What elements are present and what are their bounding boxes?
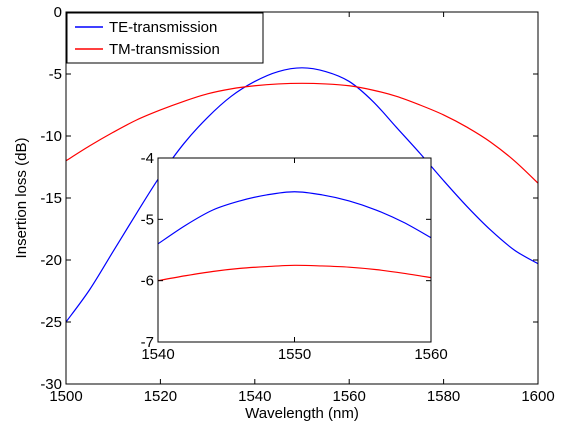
main-y-tick-label-5: -5 (49, 66, 62, 83)
legend-entry-1: TE-transmission (109, 19, 217, 36)
inset-series-line-1 (157, 191, 432, 245)
legend-entry-2: TM-transmission (109, 41, 220, 58)
inset-chart: 1540 1550 1560 -7 -6 -5 -4 (141, 150, 448, 363)
main-x-tick-label-2: 1540 (238, 388, 271, 405)
main-y-tick-label-3: -15 (40, 190, 62, 207)
inset-y-tick-label-3: -4 (141, 150, 154, 167)
main-y-tick-label-0: -30 (40, 376, 62, 393)
main-y-tick-label-4: -10 (40, 128, 62, 145)
main-y-tick-label-2: -20 (40, 252, 62, 269)
inset-series-line-2 (157, 264, 432, 282)
main-series-line-1 (65, 67, 539, 323)
inset-x-tick-label-1: 1550 (278, 346, 311, 363)
main-x-tick-label-0: 1500 (49, 388, 82, 405)
legend-box (66, 12, 264, 64)
inset-x-tick-label-0: 1540 (141, 346, 174, 363)
main-y-tick-label-1: -25 (40, 314, 62, 331)
main-x-tick-label-1: 1520 (144, 388, 177, 405)
main-y-axis-label: Insertion loss (dB) (13, 138, 30, 259)
main-series-line-2 (65, 82, 539, 184)
main-x-tick-label-4: 1580 (427, 388, 460, 405)
inset-y-tick-label-1: -6 (141, 273, 154, 290)
main-x-tick-label-5: 1600 (521, 388, 554, 405)
inset-y-tick-label-0: -7 (141, 334, 154, 351)
main-x-tick-label-3: 1560 (333, 388, 366, 405)
main-y-tick-label-6: 0 (54, 4, 62, 21)
inset-y-tick-label-2: -5 (141, 211, 154, 228)
inset-x-tick-label-2: 1560 (414, 346, 447, 363)
main-x-axis-label: Wavelength (nm) (245, 405, 359, 422)
inset-plot-area (158, 158, 431, 342)
